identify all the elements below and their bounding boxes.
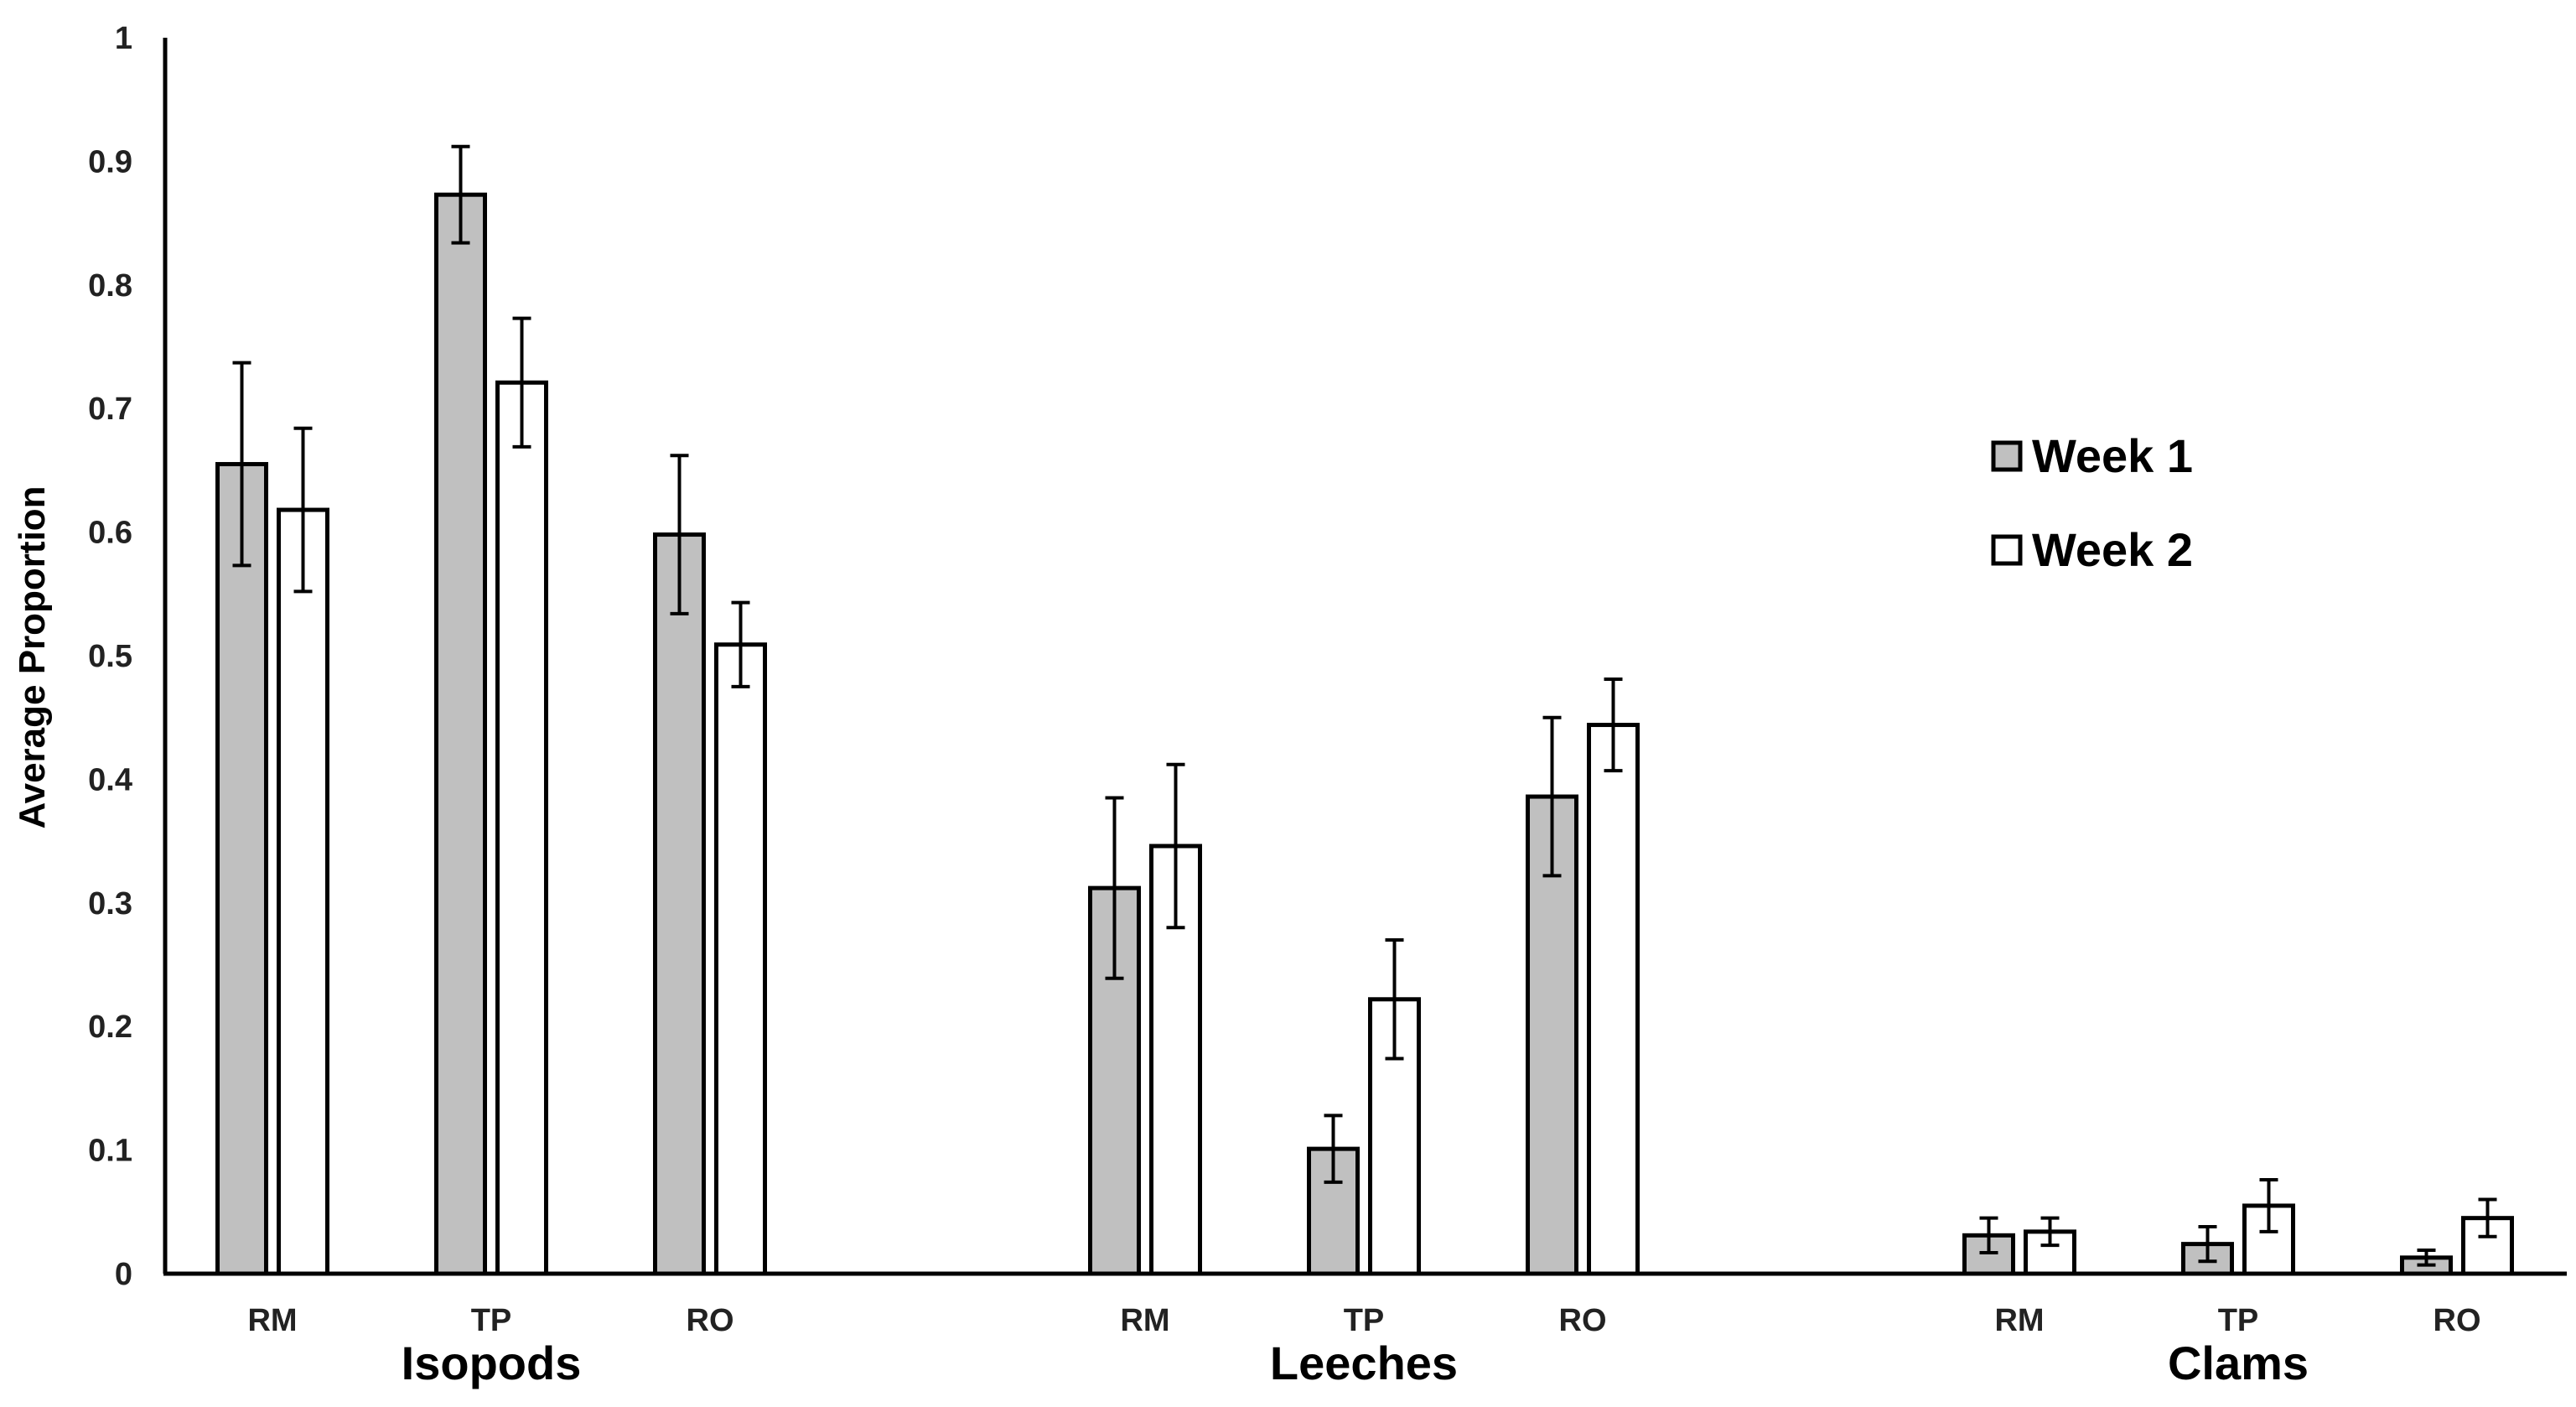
group-label: Clams xyxy=(2168,1337,2309,1389)
y-tick-label: 0.8 xyxy=(88,268,132,304)
y-tick-label: 0.5 xyxy=(88,639,132,674)
x-category-label: RO xyxy=(2433,1303,2481,1338)
group-labels: Isopods Leeches Clams xyxy=(402,1337,2309,1389)
error-bars xyxy=(232,144,2497,1267)
x-category-label: TP xyxy=(1344,1303,1385,1338)
bar-week-2 xyxy=(495,380,548,1276)
x-category-label: RM xyxy=(1994,1303,2044,1338)
group-label: Isopods xyxy=(402,1337,582,1389)
bar-week-1 xyxy=(434,192,487,1276)
y-axis-label: Average Proportion xyxy=(12,485,53,828)
bar-week-2 xyxy=(277,507,329,1276)
x-category-label: RM xyxy=(247,1303,297,1338)
y-tick-label: 1 xyxy=(115,21,132,56)
y-tick-label: 0.7 xyxy=(88,392,132,427)
bar-week-1 xyxy=(1962,1233,2015,1276)
group-label: Leeches xyxy=(1270,1337,1458,1389)
x-category-label: RO xyxy=(687,1303,734,1338)
y-tick-label: 0.2 xyxy=(88,1010,132,1045)
x-category-label: RO xyxy=(1559,1303,1607,1338)
category-labels: RM TP RO RM TP RO RM TP RO xyxy=(247,1303,2480,1338)
legend-swatch xyxy=(1991,534,2023,566)
legend-swatch xyxy=(1991,440,2023,472)
legend-label: Week 2 xyxy=(2032,523,2193,576)
y-axis-ticks: 0 0.1 0.2 0.3 0.4 0.5 0.6 0.7 0.8 0.9 1 xyxy=(88,21,132,1292)
x-category-label: RM xyxy=(1120,1303,1169,1338)
x-category-label: TP xyxy=(2218,1303,2259,1338)
legend-label: Week 1 xyxy=(2032,429,2193,482)
bar-week-1 xyxy=(215,462,268,1276)
bar-week-2 xyxy=(714,642,767,1276)
x-category-label: TP xyxy=(471,1303,512,1338)
y-tick-label: 0.6 xyxy=(88,516,132,551)
y-tick-label: 0.4 xyxy=(88,762,132,797)
y-tick-label: 0.3 xyxy=(88,886,132,922)
y-tick-label: 0.1 xyxy=(88,1134,132,1169)
y-tick-label: 0.9 xyxy=(88,144,132,179)
y-tick-label: 0 xyxy=(115,1257,132,1292)
bar-week-1 xyxy=(653,532,706,1276)
legend: Week 1 Week 2 xyxy=(1991,429,2193,576)
bar-week-2 xyxy=(1587,723,1640,1276)
bars xyxy=(215,192,2514,1276)
